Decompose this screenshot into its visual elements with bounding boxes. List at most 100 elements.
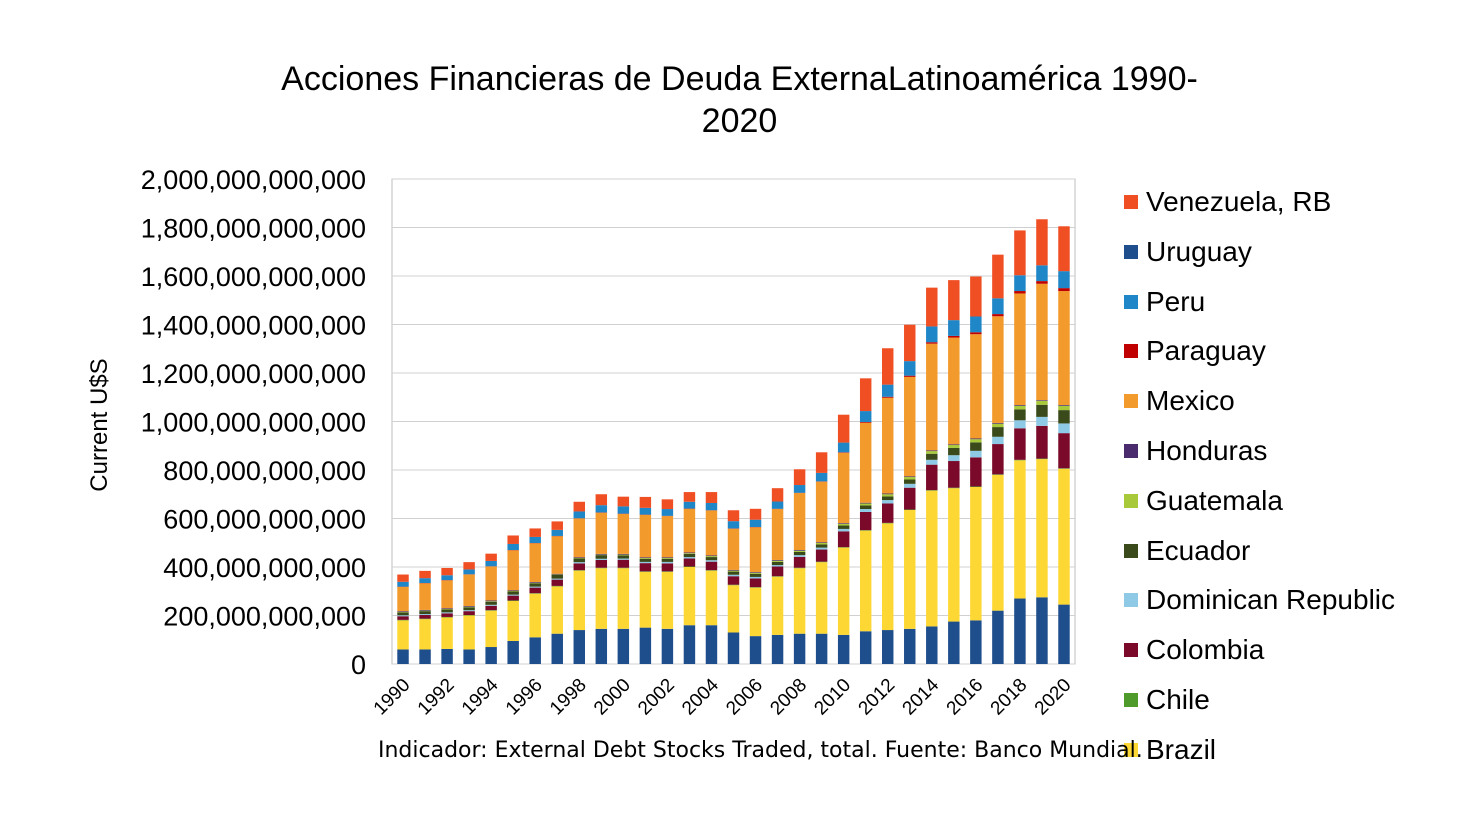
- bar-segment-brazil-1993: [463, 615, 475, 650]
- bar-segment-mexico-2010: [837, 452, 850, 524]
- bar-segment-uruguay-2008: [793, 633, 806, 664]
- bar-segment-ecuador-2015: [948, 447, 960, 456]
- legend-item-uruguay: Uruguay: [1124, 232, 1252, 272]
- bar-segment-colombia-2005: [727, 576, 740, 585]
- bar-segment-mexico-2001: [639, 514, 652, 558]
- legend-item-dominican-republic: Dominican Republic: [1124, 580, 1395, 620]
- bar-segment-ecuador-2018: [1014, 409, 1026, 421]
- bar-segment-ecuador-1999: [595, 555, 608, 559]
- bar-segment-ecuador-2017: [992, 427, 1004, 437]
- bar-segment-dominican-republic-2013: [904, 483, 916, 488]
- bar-segment-honduras-2006: [749, 572, 762, 573]
- bar-segment-dominican-republic-1994: [485, 604, 497, 606]
- bar-segment-peru-2013: [904, 361, 916, 376]
- bar-segment-honduras-1992: [441, 608, 453, 609]
- bar-segment-dominican-republic-1996: [529, 586, 541, 588]
- bar-segment-colombia-2020: [1058, 433, 1070, 469]
- bar-segment-uruguay-1999: [595, 628, 608, 664]
- legend-item-honduras: Honduras: [1124, 431, 1267, 471]
- bar-segment-peru-2000: [617, 506, 630, 514]
- bar-segment-uruguay-2010: [837, 634, 850, 664]
- bar-segment-mexico-2017: [992, 316, 1004, 423]
- y-tick-label: 600,000,000,000: [163, 505, 366, 535]
- bar-segment-peru-2010: [837, 442, 850, 453]
- bar-segment-dominican-republic-2019: [1036, 416, 1048, 426]
- bar-segment-venezuela-rb-1992: [441, 567, 453, 576]
- bar-segment-venezuela-rb-2003: [683, 492, 696, 502]
- bar-segment-venezuela-rb-2006: [749, 508, 762, 520]
- bar-segment-ecuador-2010: [837, 525, 850, 529]
- x-tick-label: 2006: [722, 675, 767, 720]
- bar-segment-guatemala-2002: [661, 558, 674, 559]
- bar-segment-colombia-1995: [507, 595, 519, 601]
- bar-segment-uruguay-2006: [749, 636, 762, 664]
- bar-segment-honduras-2010: [837, 523, 850, 524]
- bar-segment-brazil-2010: [837, 547, 850, 635]
- bar-segment-mexico-2006: [749, 527, 762, 573]
- bar-segment-mexico-1997: [551, 536, 563, 574]
- bar-segment-venezuela-rb-2008: [793, 469, 806, 486]
- bar-segment-honduras-2011: [859, 502, 872, 504]
- bar-segment-peru-1997: [551, 529, 563, 536]
- bar-segment-venezuela-rb-2012: [881, 348, 894, 385]
- bar-segment-brazil-2020: [1058, 468, 1070, 605]
- y-tick-label: 1,800,000,000,000: [141, 214, 366, 244]
- legend-swatch: [1124, 593, 1138, 608]
- legend-label: Honduras: [1146, 435, 1268, 466]
- bar-segment-honduras-2015: [948, 444, 960, 446]
- bar-segment-peru-2016: [970, 316, 982, 333]
- bar-segment-mexico-2007: [771, 509, 784, 560]
- bar-segment-venezuela-rb-2016: [970, 276, 982, 317]
- bar-segment-dominican-republic-2008: [793, 555, 806, 557]
- legend-item-colombia: Colombia: [1124, 630, 1264, 670]
- bar-segment-colombia-2010: [837, 531, 850, 548]
- bar-segment-guatemala-2019: [1036, 400, 1048, 405]
- bar-segment-guatemala-2001: [639, 558, 652, 559]
- bar-segment-peru-1998: [573, 511, 586, 519]
- legend-label: Chile: [1146, 684, 1210, 715]
- bar-segment-honduras-2003: [683, 552, 696, 554]
- legend-swatch: [1124, 244, 1138, 259]
- legend-swatch: [1124, 693, 1138, 707]
- bar-segment-ecuador-2003: [683, 553, 696, 558]
- bar-segment-ecuador-2008: [793, 551, 806, 556]
- bar-segment-brazil-2002: [661, 571, 674, 629]
- bar-segment-brazil-2006: [749, 587, 762, 637]
- bar-segment-colombia-1994: [485, 605, 497, 611]
- bar-segment-peru-2011: [859, 411, 872, 422]
- legend-swatch: [1124, 444, 1138, 458]
- bar-segment-uruguay-2005: [727, 632, 740, 664]
- bar-segment-uruguay-2014: [926, 626, 938, 664]
- bar-segment-paraguay-2017: [992, 314, 1004, 317]
- bar-segment-ecuador-2013: [904, 479, 916, 484]
- bar-segment-ecuador-2000: [617, 555, 630, 559]
- bar-segment-uruguay-1994: [485, 647, 497, 664]
- bar-segment-mexico-1993: [463, 574, 475, 607]
- bar-segment-colombia-1996: [529, 587, 541, 594]
- bar-segment-colombia-2004: [705, 561, 718, 571]
- bar-segment-colombia-2001: [639, 563, 652, 572]
- bar-segment-guatemala-2003: [683, 553, 696, 554]
- bar-segment-guatemala-2017: [992, 423, 1004, 428]
- bar-segment-uruguay-1993: [463, 649, 475, 664]
- bar-segment-paraguay-2018: [1014, 291, 1026, 294]
- bar-segment-uruguay-2020: [1058, 604, 1070, 664]
- bar-segment-brazil-2013: [904, 510, 916, 629]
- bar-segment-mexico-1999: [595, 512, 608, 554]
- bar-segment-uruguay-2002: [661, 628, 674, 664]
- bar-segment-ecuador-1996: [529, 583, 541, 587]
- bar-segment-honduras-1996: [529, 582, 541, 583]
- bar-segment-colombia-2015: [948, 461, 960, 488]
- bar-segment-colombia-1990: [397, 616, 409, 620]
- bar-segment-peru-1991: [419, 578, 431, 584]
- legend-swatch: [1124, 294, 1138, 309]
- bar-segment-honduras-2012: [881, 493, 894, 495]
- bar-segment-colombia-2019: [1036, 425, 1048, 459]
- legend-item-paraguay: Paraguay: [1124, 331, 1266, 371]
- bar-segment-paraguay-2011: [859, 421, 872, 423]
- bar-segment-honduras-2005: [727, 569, 740, 571]
- y-tick-label: 200,000,000,000: [163, 602, 366, 632]
- bar-segment-ecuador-1994: [485, 601, 497, 605]
- chart-title-line-1: Acciones Financieras de Deuda ExternaLat…: [281, 60, 1198, 98]
- legend-label: Brazil: [1146, 733, 1217, 765]
